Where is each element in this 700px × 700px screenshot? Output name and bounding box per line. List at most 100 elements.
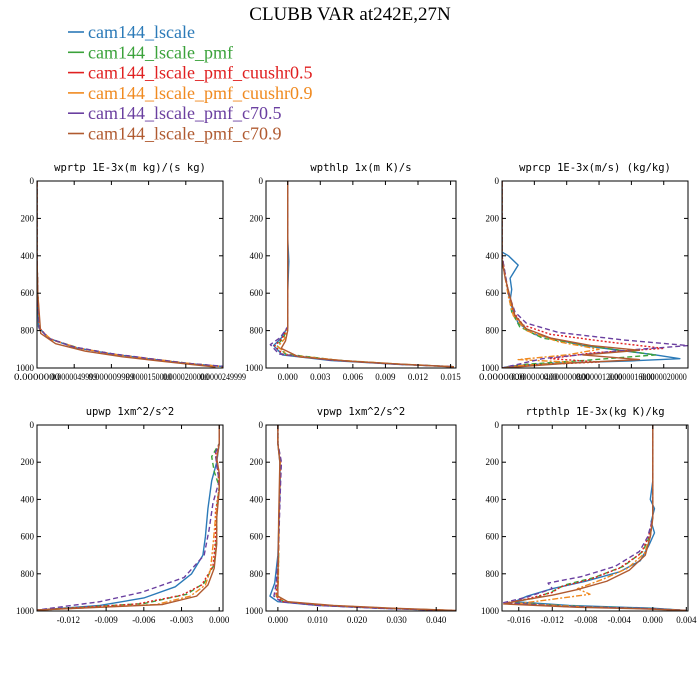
series-line [273,181,454,368]
y-tick-label: 200 [250,457,264,467]
legend-label: cam144_lscale [88,22,195,42]
y-tick-label: 800 [486,326,500,336]
series-group [37,425,220,611]
y-tick-label: 200 [21,213,35,223]
y-tick-label: 400 [21,494,35,504]
panel-title: upwp 1xm^2/s^2 [86,406,175,418]
x-tick-label: 0.003 [310,372,331,382]
panel-title: rtpthlp 1E-3x(kg K)/kg [525,406,664,418]
series-line [269,425,449,611]
plot-frame [501,180,689,369]
y-tick-label: 800 [250,569,264,579]
series-line [276,425,453,611]
series-line [502,425,687,611]
series-line [276,181,454,368]
series-line [37,181,223,368]
x-tick-label: 0.000000400 [511,372,557,382]
chart-panel: wprtp 1E-3x(m kg)/(s kg) 0 200 400 600 800 100… [14,162,246,382]
y-tick-label: 1000 [16,606,35,616]
y-tick-label: 800 [21,326,35,336]
y-tick-label: 400 [250,494,264,504]
series-line [37,181,223,368]
y-tick-label: 1000 [481,363,500,373]
y-tick-label: 800 [21,569,35,579]
series-line [272,181,454,368]
x-tick-label: 0.010 [307,615,328,625]
x-tick-label: -0.004 [608,615,632,625]
plot-frame [501,424,689,612]
x-tick-label: 0.0000150000 [126,372,172,382]
y-tick-label: 600 [21,532,35,542]
y-tick-label: 200 [486,213,500,223]
chart-panel: wpthlp 1x(m K)/s 0 200 400 600 800 1000 0.000 0.… [245,162,461,382]
y-tick-label: 200 [21,457,35,467]
legend-label: cam144_lscale_pmf [88,42,233,62]
series-line [277,181,454,368]
series-line [37,425,220,611]
x-tick-label: 0.0000249999 [200,372,246,382]
series-line [37,425,220,611]
x-tick-label: 0.012 [408,372,428,382]
legend-label: cam144_lscale_pmf_c70.9 [88,124,281,144]
legend-label: cam144_lscale_pmf_cuushr0.5 [88,63,312,83]
x-tick-label: -0.016 [507,615,531,625]
y-tick-label: 600 [21,288,35,298]
series-line [505,425,687,611]
y-tick-label: 1000 [245,363,264,373]
panel-title: wpthlp 1x(m K)/s [310,162,411,174]
x-tick-label: 0.006 [343,372,364,382]
plot-frame [36,424,224,612]
legend-label: cam144_lscale_pmf_cuushr0.9 [88,83,312,103]
x-tick-label: 0.0000020000 [641,372,687,382]
x-tick-label: 0.015 [440,372,461,382]
series-line [37,181,223,368]
series-line [280,181,454,368]
series-line [273,425,449,611]
y-tick-label: 400 [486,494,500,504]
y-tick-label: 0 [30,176,35,186]
y-tick-label: 400 [21,251,35,261]
y-tick-label: 0 [495,176,500,186]
y-tick-label: 200 [250,213,264,223]
x-tick-label: -0.012 [541,615,564,625]
y-tick-label: 800 [486,569,500,579]
y-tick-label: 1000 [481,606,500,616]
x-tick-label: 0.009 [375,372,396,382]
y-tick-label: 1000 [16,363,35,373]
legend-label: cam144_lscale_pmf_c70.5 [88,103,281,123]
series-line [502,425,687,611]
y-tick-label: 600 [250,532,264,542]
x-tick-label: -0.006 [132,615,156,625]
y-tick-label: 200 [486,457,500,467]
y-tick-label: 800 [250,326,264,336]
plot-frame [265,424,457,612]
y-tick-label: 0 [259,420,264,430]
x-tick-label: 0.000 [268,615,289,625]
legend: cam144_lscalecam144_lscale_pmfcam144_lsc… [68,22,312,144]
series-group [37,181,223,368]
panel-title: vpwp 1xm^2/s^2 [317,406,406,418]
chart-panels: wprtp 1E-3x(m kg)/(s kg) 0 200 400 600 800 100… [14,162,697,625]
x-tick-label: -0.008 [574,615,598,625]
series-line [37,425,220,611]
x-tick-label: 0.030 [387,615,408,625]
series-line [502,181,688,368]
x-tick-label: -0.009 [94,615,118,625]
series-line [277,425,456,611]
x-tick-label: 0.0000012000 [576,372,622,382]
series-group [502,181,688,368]
chart-panel: vpwp 1xm^2/s^2 0 200 400 600 800 1000 0.000 0.01… [245,406,457,625]
series-line [275,425,453,611]
series-line [502,181,600,368]
series-group [269,181,454,368]
series-line [37,425,220,611]
y-tick-label: 600 [250,288,264,298]
x-tick-label: 0.004 [676,615,697,625]
x-tick-label: 0.000009999 [88,372,134,382]
x-tick-label: 0.000 [278,372,299,382]
series-line [502,181,681,368]
x-tick-label: 0.000 [209,615,230,625]
x-tick-label: 0.020 [347,615,368,625]
y-tick-label: 1000 [245,606,264,616]
